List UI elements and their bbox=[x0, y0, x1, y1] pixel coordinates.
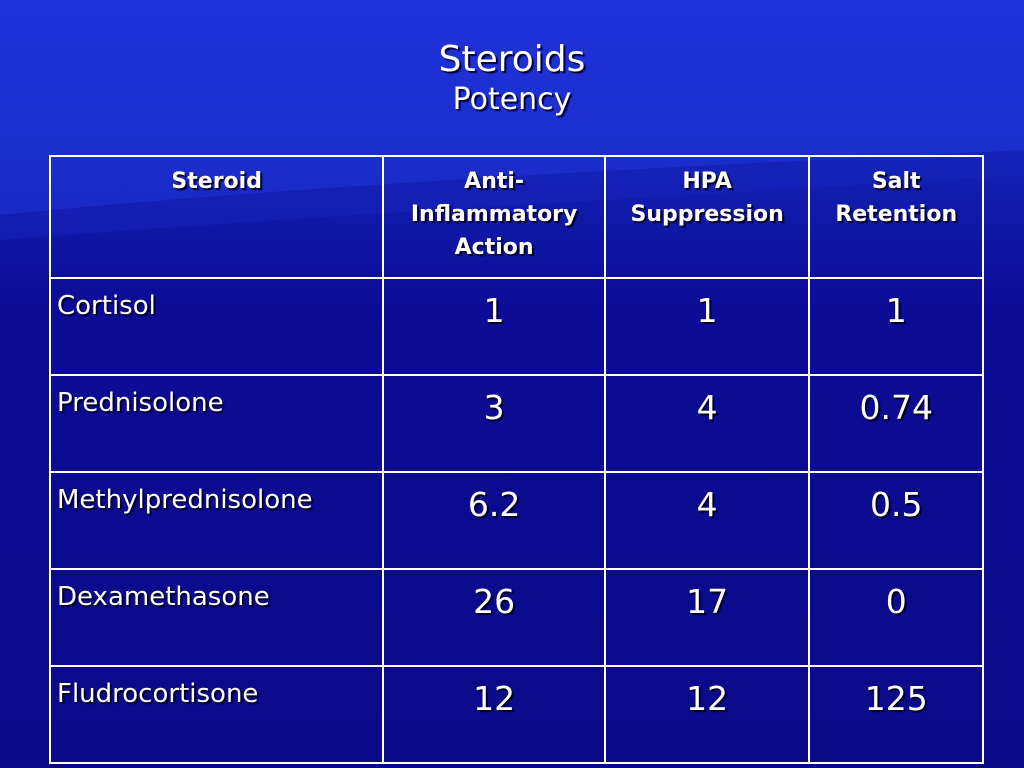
steroid-name-cell: Dexamethasone bbox=[48, 568, 385, 667]
salt-retention-value: 0 bbox=[808, 568, 984, 667]
header-hpa-suppression: HPA Suppression bbox=[603, 155, 811, 279]
table-row: Fludrocortisone 12 12 125 bbox=[48, 665, 984, 764]
table-row: Methylprednisolone 6.2 4 0.5 bbox=[48, 471, 984, 570]
hpa-suppression-value: 12 bbox=[603, 665, 811, 764]
hpa-suppression-value: 4 bbox=[603, 374, 811, 473]
steroid-name-cell: Prednisolone bbox=[48, 374, 385, 473]
header-anti-inflammatory-action: Anti- Inflammatory Action bbox=[382, 155, 606, 279]
header-steroid: Steroid bbox=[48, 155, 385, 279]
hpa-suppression-value: 17 bbox=[603, 568, 811, 667]
slide-title: Steroids Potency bbox=[0, 38, 1024, 118]
subtitle-text: Potency bbox=[452, 82, 572, 117]
title-text: Steroids bbox=[438, 39, 586, 80]
table-row: Dexamethasone 26 17 0 bbox=[48, 568, 984, 667]
hpa-suppression-value: 1 bbox=[603, 277, 811, 376]
anti-inflammatory-value: 26 bbox=[382, 568, 606, 667]
salt-retention-value: 0.5 bbox=[808, 471, 984, 570]
anti-inflammatory-value: 3 bbox=[382, 374, 606, 473]
salt-retention-value: 125 bbox=[808, 665, 984, 764]
anti-inflammatory-value: 12 bbox=[382, 665, 606, 764]
hpa-suppression-value: 4 bbox=[603, 471, 811, 570]
table-row: Prednisolone 3 4 0.74 bbox=[48, 374, 984, 473]
steroid-name-cell: Methylprednisolone bbox=[48, 471, 385, 570]
steroid-name-cell: Fludrocortisone bbox=[48, 665, 385, 764]
salt-retention-value: 0.74 bbox=[808, 374, 984, 473]
potency-table: Steroid Anti- Inflammatory Action HPA Su… bbox=[48, 155, 984, 764]
table-row: Cortisol 1 1 1 bbox=[48, 277, 984, 376]
header-salt-retention: Salt Retention bbox=[808, 155, 984, 279]
steroid-name-cell: Cortisol bbox=[48, 277, 385, 376]
header-row: Steroid Anti- Inflammatory Action HPA Su… bbox=[48, 155, 984, 279]
salt-retention-value: 1 bbox=[808, 277, 984, 376]
anti-inflammatory-value: 6.2 bbox=[382, 471, 606, 570]
anti-inflammatory-value: 1 bbox=[382, 277, 606, 376]
